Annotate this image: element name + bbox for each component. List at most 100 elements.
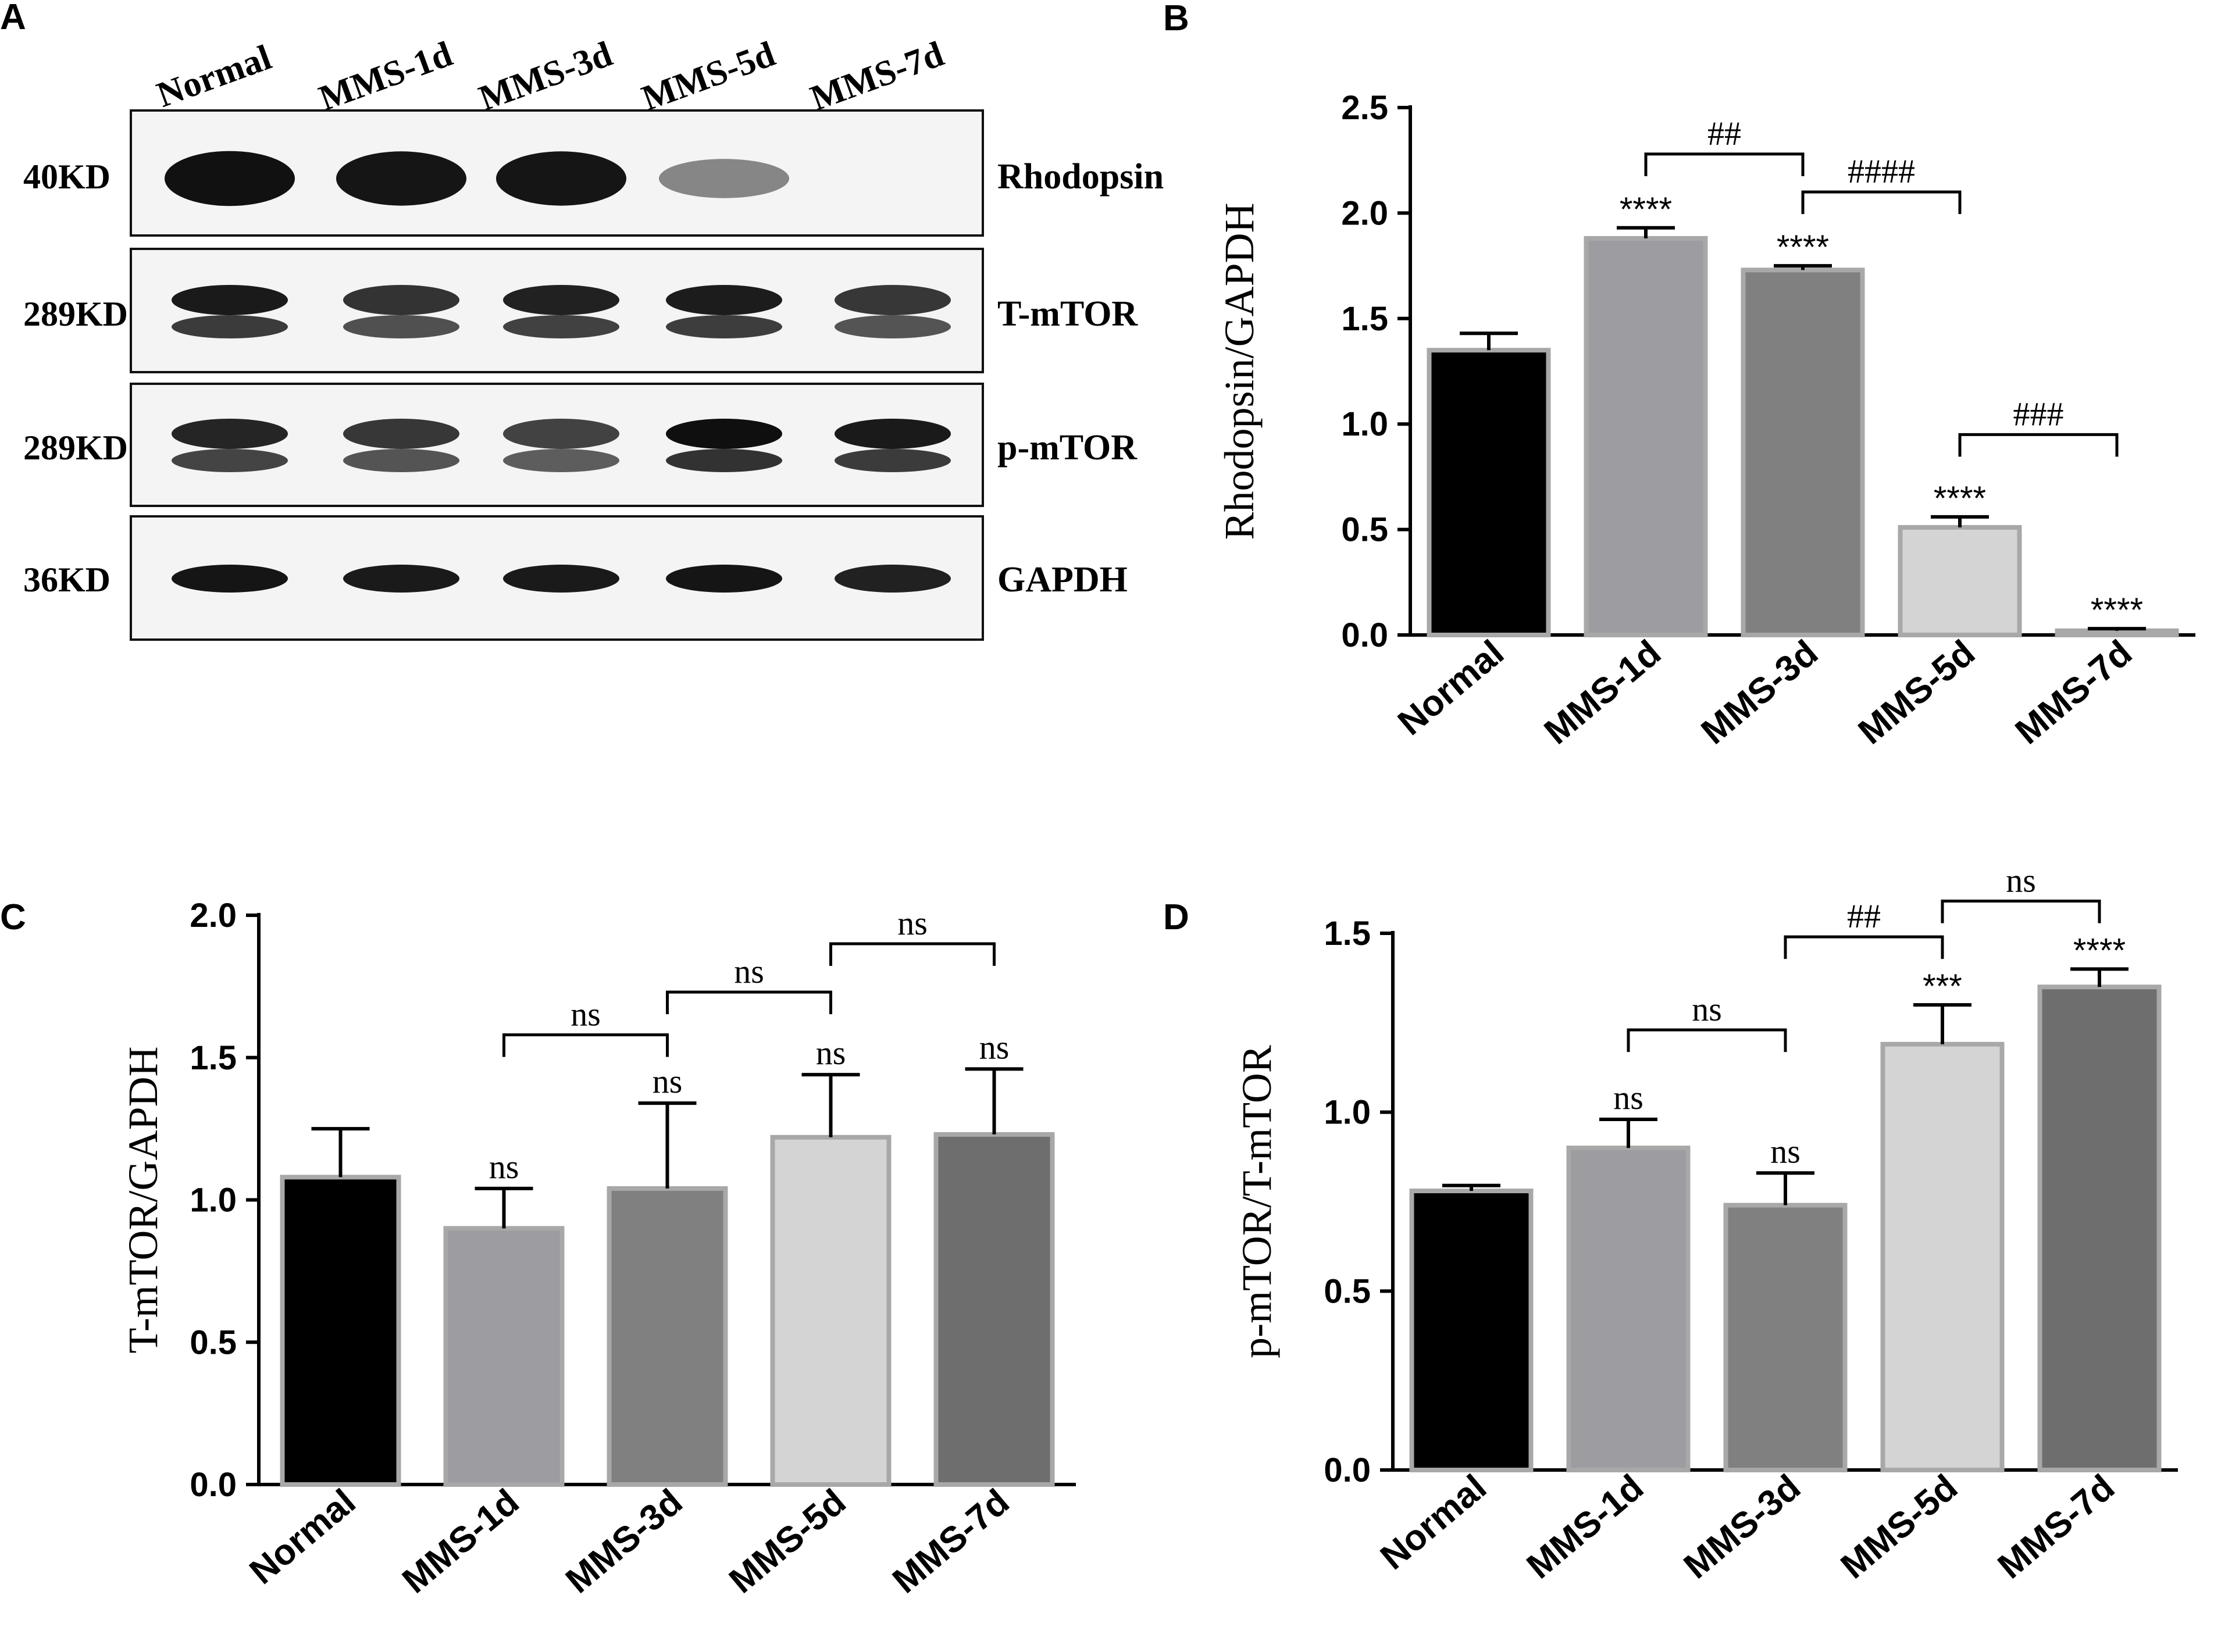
x-tick-label: MMS-3d [1677, 1467, 1808, 1587]
bracket-label: ## [1847, 897, 1881, 935]
panel-letter-a: A [0, 0, 26, 37]
bar [1898, 524, 2022, 637]
chart-panel-d: D 0.0 0.5 1.0 1.5 p-mTOR/T-mTOR Normal ns MMS-1d… [1163, 862, 2178, 1587]
blot-band [503, 315, 619, 338]
x-tick-label: MMS-1d [1520, 1467, 1651, 1587]
lane-label: MMS-3d [474, 34, 618, 119]
blot-band [835, 565, 951, 593]
x-tick-label: Normal [1373, 1467, 1494, 1578]
blot-band [835, 285, 951, 315]
y-tick-label: 2.5 [1341, 89, 1388, 127]
blot-band [503, 449, 619, 472]
bracket-label: ns [1692, 990, 1722, 1028]
bar [1723, 1203, 1848, 1472]
comparison-bracket [1801, 190, 1962, 215]
blot-band [343, 315, 459, 338]
blot-band [666, 449, 782, 472]
blot-band [172, 419, 288, 449]
x-tick-label: MMS-5d [1851, 633, 1983, 752]
blot-band [172, 315, 288, 338]
blot-band [336, 151, 466, 206]
bracket-label: #### [1848, 152, 1915, 190]
significance-label: ns [653, 1062, 683, 1100]
molecular-weight-label: 40KD [23, 158, 110, 196]
x-tick-label: Normal [1391, 633, 1511, 743]
blot-band [343, 565, 459, 593]
bar [1880, 1041, 2005, 1472]
blot-band [496, 151, 626, 206]
comparison-bracket [1627, 1028, 1787, 1052]
y-tick-label: 1.0 [1341, 405, 1388, 443]
bracket-label: ## [1707, 115, 1741, 152]
y-axis-title: Rhodopsin/GAPDH [1216, 202, 1263, 540]
significance-label: ns [489, 1148, 519, 1186]
bar [933, 1132, 1055, 1487]
y-tick-label: 2.0 [1341, 194, 1388, 232]
x-tick-label: MMS-7d [885, 1482, 1017, 1601]
bar [770, 1134, 892, 1487]
y-tick-label: 1.0 [1324, 1094, 1371, 1132]
bar [1409, 1189, 1534, 1473]
significance-label: **** [1620, 191, 1672, 229]
chart-panel-c: C 0.0 0.5 1.0 1.5 2.0 T-mTOR/GAPDH Normal ns MMS-… [0, 897, 1076, 1601]
protein-label: T-mTOR [997, 294, 1138, 334]
comparison-bracket [1958, 433, 2119, 457]
blot-band [343, 449, 459, 472]
comparison-bracket [829, 942, 996, 966]
x-tick-label: MMS-1d [395, 1482, 526, 1601]
x-tick-label: MMS-3d [558, 1482, 690, 1601]
bar [1741, 267, 1865, 637]
bar [1427, 348, 1551, 637]
y-tick-label: 1.0 [190, 1182, 237, 1219]
comparison-bracket [1644, 152, 1805, 176]
bar [2055, 628, 2179, 638]
comparison-bracket [1941, 900, 2101, 923]
blot-band [659, 159, 789, 198]
y-tick-label: 0.5 [1341, 511, 1388, 549]
blot-band [835, 315, 951, 338]
blot-band [503, 419, 619, 449]
x-tick-label: Normal [243, 1482, 363, 1592]
bar [1566, 1146, 1691, 1472]
y-tick-label: 1.5 [1341, 300, 1388, 338]
y-tick-label: 0.0 [1324, 1451, 1371, 1489]
y-axis-title: T-mTOR/GAPDH [120, 1046, 166, 1353]
blot-band [165, 151, 295, 206]
blot-band [172, 285, 288, 315]
panel-letter-b: B [1163, 0, 1189, 38]
bracket-label: ns [897, 904, 928, 942]
bracket-label: ### [2013, 395, 2064, 433]
x-tick-label: MMS-1d [1537, 633, 1668, 752]
bar [2037, 984, 2162, 1473]
blot-band [835, 449, 951, 472]
lane-label: MMS-1d [314, 34, 458, 119]
significance-label: **** [1777, 229, 1829, 266]
panel-letter-c: C [0, 897, 26, 937]
significance-label: **** [1934, 480, 1986, 518]
bracket-label: ns [734, 952, 764, 990]
significance-label: ns [1613, 1079, 1643, 1116]
bar [1584, 236, 1708, 638]
protein-label: Rhodopsin [997, 157, 1164, 197]
molecular-weight-label: 36KD [23, 561, 110, 599]
bar [443, 1226, 565, 1487]
y-tick-label: 1.5 [190, 1039, 237, 1077]
lane-label: MMS-5d [637, 34, 780, 119]
significance-label: ns [1770, 1132, 1801, 1170]
y-axis-title: p-mTOR/T-mTOR [1233, 1045, 1280, 1358]
blot-band [172, 565, 288, 593]
x-tick-label: MMS-5d [722, 1482, 853, 1601]
panel-letter-d: D [1163, 897, 1189, 937]
significance-label: **** [2091, 591, 2143, 629]
x-tick-label: MMS-7d [2008, 633, 2140, 752]
lane-label: Normal [152, 38, 276, 115]
significance-label: ns [816, 1034, 846, 1072]
chart-panel-b: B 0.0 0.5 1.0 1.5 2.0 2.5 Rhodopsin/GAPDH Normal… [1163, 0, 2195, 752]
protein-label: p-mTOR [997, 428, 1138, 468]
blot-band [666, 565, 782, 593]
y-tick-label: 1.5 [1324, 915, 1371, 952]
blot-band [666, 285, 782, 315]
comparison-bracket [502, 1033, 669, 1057]
blot-band [503, 285, 619, 315]
